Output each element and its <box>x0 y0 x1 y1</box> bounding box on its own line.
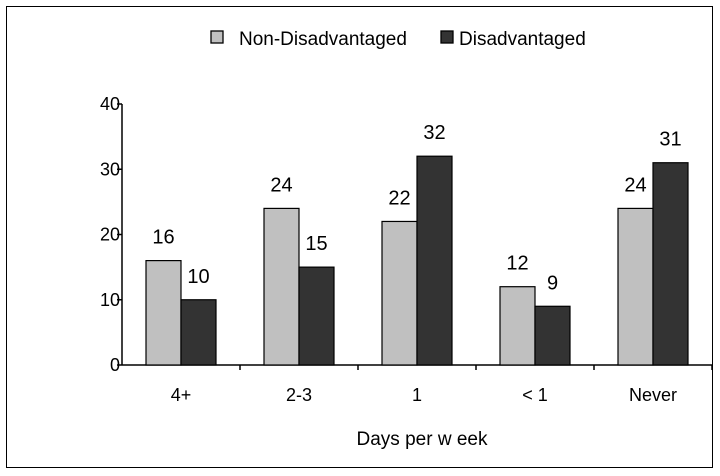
bar-disadvantaged-4 <box>652 162 689 366</box>
data-label: 22 <box>388 187 410 209</box>
bar-non-disadvantaged-1 <box>263 207 300 366</box>
data-label: 32 <box>423 122 445 144</box>
x-category-label: 2-3 <box>286 385 312 405</box>
y-tick-label: 20 <box>100 225 120 245</box>
x-axis-title: Days per w eek <box>357 429 488 450</box>
y-tick-label: 40 <box>100 94 120 114</box>
legend: Non-Disadvantaged Disadvantaged <box>210 29 586 50</box>
legend-label-disadvantaged: Disadvantaged <box>459 29 586 50</box>
legend-swatch-disadvantaged <box>440 30 454 44</box>
y-tick-label: 10 <box>100 290 120 310</box>
data-label: 31 <box>659 129 681 151</box>
legend-label-non-disadvantaged: Non-Disadvantaged <box>239 29 407 50</box>
bar-disadvantaged-2 <box>416 155 453 366</box>
bar-non-disadvantaged-4 <box>617 207 654 366</box>
data-label: 9 <box>547 272 558 294</box>
data-label: 24 <box>270 174 292 196</box>
data-label: 12 <box>506 253 528 275</box>
bar-non-disadvantaged-3 <box>499 286 536 366</box>
bar-non-disadvantaged-0 <box>145 260 182 366</box>
chart-frame <box>6 6 713 468</box>
data-label: 10 <box>187 266 209 288</box>
legend-swatch-non-disadvantaged <box>210 30 224 44</box>
x-category-label: 4+ <box>171 385 192 405</box>
data-label: 15 <box>305 233 327 255</box>
y-tick-label: 0 <box>110 355 120 375</box>
y-tick-label: 30 <box>100 159 120 179</box>
bar-disadvantaged-0 <box>180 299 217 366</box>
axes: 0 10 20 30 40 4+ 2-3 1 < 1 Never <box>100 94 713 405</box>
bar-disadvantaged-3 <box>534 305 571 366</box>
data-label: 16 <box>152 227 174 249</box>
x-category-label: < 1 <box>522 385 548 405</box>
x-category-label: 1 <box>412 385 422 405</box>
bars: 16 24 22 12 24 10 15 32 9 31 <box>145 122 689 366</box>
bar-disadvantaged-1 <box>298 266 335 366</box>
data-label: 24 <box>624 174 646 196</box>
bar-non-disadvantaged-2 <box>381 220 418 366</box>
x-category-label: Never <box>629 385 677 405</box>
